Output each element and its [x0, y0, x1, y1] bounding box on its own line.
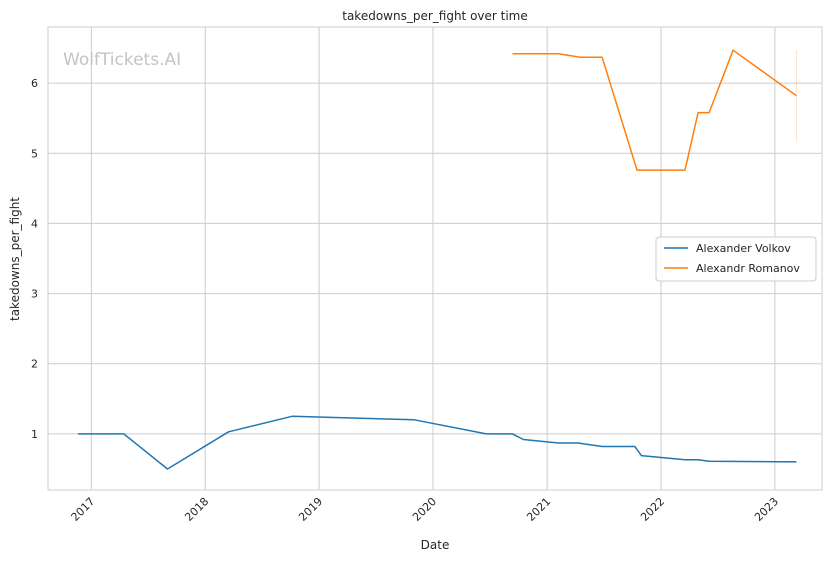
legend-label-romanov: Alexandr Romanov	[696, 262, 800, 275]
watermark-text: WolfTickets.AI	[63, 50, 181, 70]
y-tick-label: 5	[31, 147, 38, 160]
y-tick-label: 3	[31, 288, 38, 301]
series-line-0	[77, 415, 797, 470]
legend-label-volkov: Alexander Volkov	[696, 242, 791, 255]
x-tick-label: 2022	[638, 495, 667, 524]
y-axis-label: takedowns_per_fight	[8, 197, 22, 321]
y-tick-label: 4	[31, 217, 38, 230]
y-axis: 1 2 3 4 5 6	[31, 77, 38, 441]
x-tick-label: 2017	[68, 495, 97, 524]
chart-title: takedowns_per_fight over time	[342, 9, 528, 23]
y-tick-label: 2	[31, 358, 38, 371]
plot-frame	[47, 26, 823, 491]
x-tick-label: 2023	[752, 495, 781, 524]
x-tick-label: 2019	[296, 495, 325, 524]
legend-box	[655, 236, 817, 282]
series-line-1	[512, 49, 797, 171]
x-axis: 2017 2018 2019 2020 2021 2022 2023	[68, 495, 781, 524]
x-tick-label: 2020	[410, 495, 439, 524]
x-axis-label: Date	[421, 538, 450, 552]
series-layer	[77, 49, 797, 470]
legend: Alexander Volkov Alexandr Romanov	[655, 236, 817, 282]
y-tick-label: 1	[31, 428, 38, 441]
x-tick-label: 2021	[524, 495, 553, 524]
y-tick-label: 6	[31, 77, 38, 90]
x-tick-label: 2018	[182, 495, 211, 524]
